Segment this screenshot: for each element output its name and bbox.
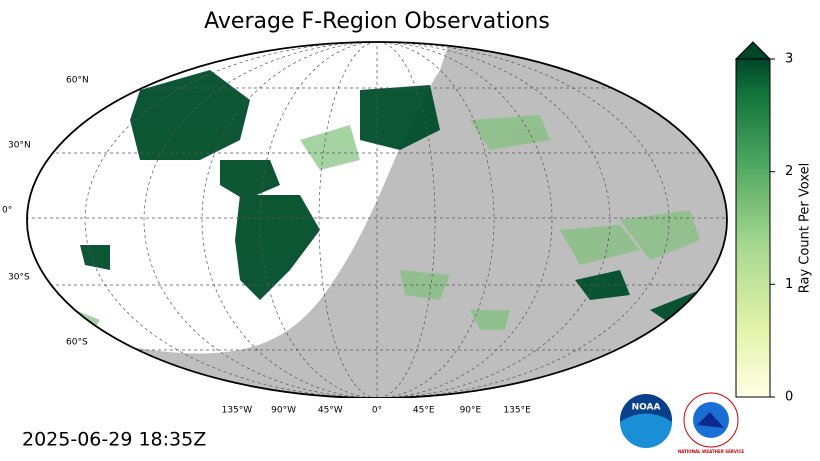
nws-logo: NATIONAL WEATHER SERVICE (678, 392, 745, 454)
lon-label: 0° (372, 406, 382, 416)
colorbar-tick-label: 1 (785, 277, 793, 292)
colorbar-tick-label: 2 (785, 164, 793, 179)
timestamp: 2025-06-29 18:35Z (22, 429, 206, 451)
lat-labels: 60°N 30°N 0° 30°S 60°S (2, 76, 89, 348)
lon-labels: 135°W 90°W 45°W 0° 45°E 90°E 135°E (222, 406, 531, 416)
lat-label: 0° (2, 206, 12, 216)
lon-label: 90°E (460, 406, 482, 416)
chart-title: Average F-Region Observations (204, 9, 550, 34)
colorbar-label: Ray Count Per Voxel (798, 163, 813, 293)
lat-label: 60°N (66, 76, 89, 86)
lon-label: 45°W (318, 406, 343, 416)
night-region (27, 42, 727, 398)
colorbar-tick-label: 3 (785, 52, 793, 67)
lon-label: 135°W (222, 406, 253, 416)
lat-label: 30°N (8, 141, 31, 151)
lon-label: 45°E (413, 406, 435, 416)
lon-label: 90°W (271, 406, 296, 416)
lat-label: 60°S (66, 338, 88, 348)
noaa-logo: NOAA (620, 394, 672, 448)
noaa-text: NOAA (632, 403, 661, 413)
lon-label: 135°E (503, 406, 531, 416)
lat-label: 30°S (8, 273, 30, 283)
colorbar (735, 58, 771, 398)
colorbar-extend (734, 41, 772, 60)
colorbar-ticks: 0 1 2 3 (770, 52, 793, 405)
nws-text: NATIONAL WEATHER SERVICE (678, 449, 745, 454)
colorbar-tick-label: 0 (785, 390, 793, 405)
